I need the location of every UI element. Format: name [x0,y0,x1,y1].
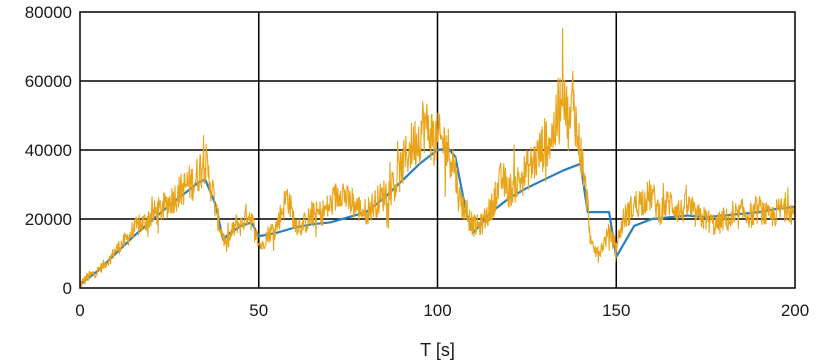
x-tick-labels: 0 50 100 150 200 [75,301,809,320]
y-tick-label: 40000 [25,141,72,160]
y-tick-label: 20000 [25,210,72,229]
y-tick-label: 80000 [25,3,72,22]
x-tick-label: 0 [75,301,84,320]
plot-frame [79,11,796,289]
y-tick-label: 0 [63,279,72,298]
x-axis-label: T [s] [420,340,455,360]
y-tick-labels: 0 20000 40000 60000 80000 [25,3,72,298]
series-line-2 [79,27,796,288]
x-tick-label: 100 [423,301,451,320]
series-layer [79,27,796,288]
y-tick-label: 60000 [25,72,72,91]
x-tick-label: 200 [781,301,809,320]
x-tick-label: 50 [249,301,268,320]
x-tick-label: 150 [602,301,630,320]
